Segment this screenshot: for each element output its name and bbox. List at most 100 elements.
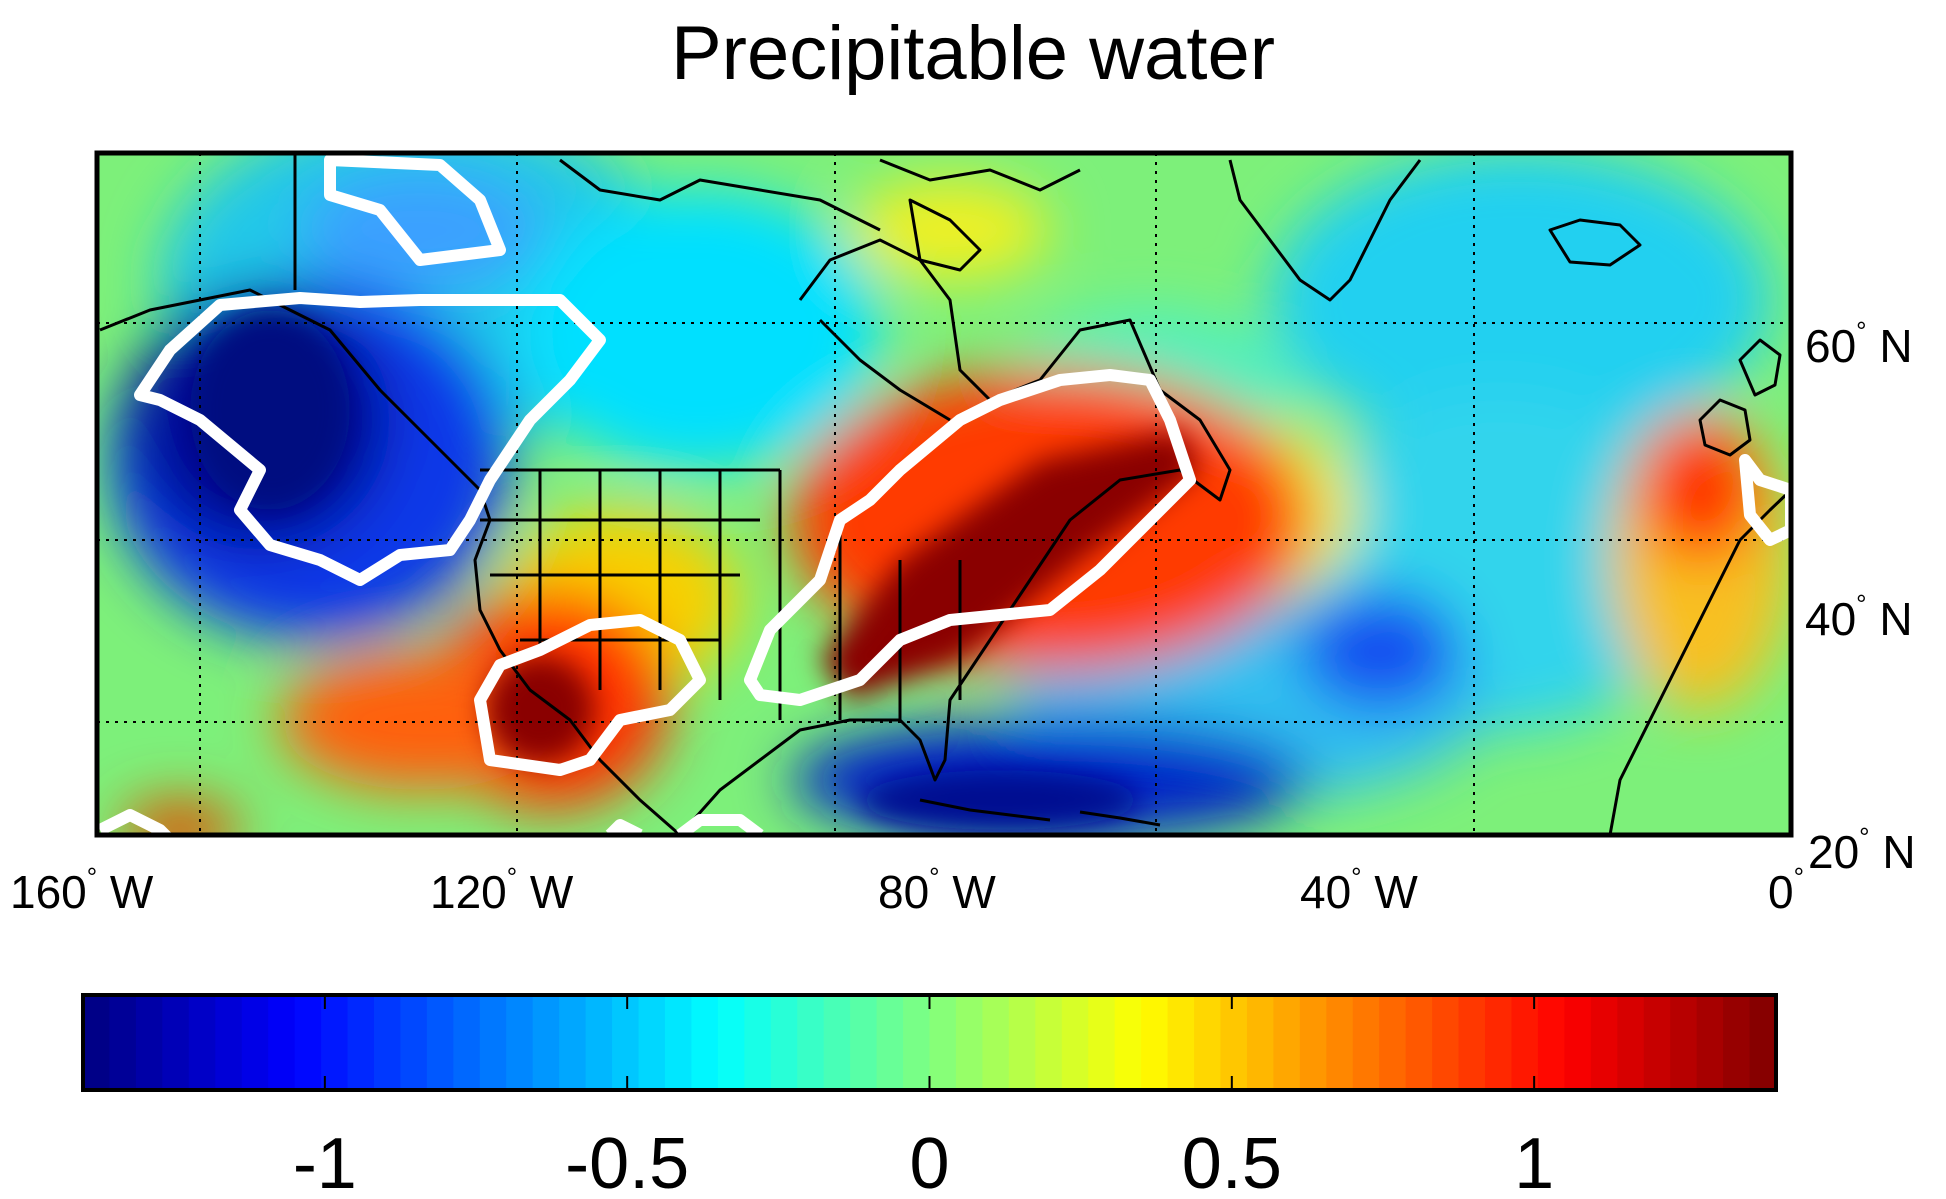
colorbar-segment xyxy=(1749,995,1777,1090)
colorbar-tick-label: 0.5 xyxy=(1182,1124,1282,1199)
colorbar-segment xyxy=(453,995,481,1090)
colorbar-segment xyxy=(664,995,693,1090)
lon-tick-deg: ° xyxy=(929,862,939,892)
colorbar-segment xyxy=(83,995,111,1090)
colorbar-segment xyxy=(1194,995,1222,1090)
lat-tick-num: 20 xyxy=(1808,826,1859,878)
colorbar-segment xyxy=(955,995,983,1090)
colorbar-segment xyxy=(1352,995,1380,1090)
lat-tick-num: 60 xyxy=(1805,320,1856,372)
colorbar-segment xyxy=(559,995,587,1090)
colorbar-segment xyxy=(903,995,931,1090)
lat-tick-num: 40 xyxy=(1805,593,1856,645)
colorbar-segment xyxy=(1008,995,1036,1090)
colorbar-segment xyxy=(1590,995,1618,1090)
map-frame xyxy=(94,150,1794,838)
svg-text:120° W: 120° W xyxy=(430,862,574,918)
colorbar-segment xyxy=(1617,995,1645,1090)
colorbar-segment xyxy=(929,995,957,1090)
colorbar-segment xyxy=(691,995,719,1090)
colorbar-segment xyxy=(1299,995,1327,1090)
map-title: Precipitable water xyxy=(670,11,1276,96)
gridlines xyxy=(97,153,1791,835)
significance-contours xyxy=(97,154,1791,835)
colorbar xyxy=(81,993,1778,1092)
colorbar-segment xyxy=(1088,995,1116,1090)
svg-text:40° N: 40° N xyxy=(1805,589,1913,645)
colorbar-segment xyxy=(638,995,666,1090)
colorbar-segment xyxy=(1167,995,1195,1090)
lon-tick-hem: W xyxy=(517,866,574,918)
svg-text:20° N: 20° N xyxy=(1808,822,1916,878)
colorbar-segment xyxy=(797,995,825,1090)
colorbar-tick-label: 1 xyxy=(1514,1124,1554,1199)
lon-tick-num: 80 xyxy=(878,866,929,918)
colorbar-segment xyxy=(532,995,560,1090)
colorbar-segment xyxy=(188,995,216,1090)
colorbar-segment xyxy=(1564,995,1592,1090)
colorbar-segment xyxy=(135,995,163,1090)
lon-tick-hem: W xyxy=(1362,866,1419,918)
colorbar-segment xyxy=(612,995,640,1090)
svg-text:160° W: 160° W xyxy=(10,862,154,918)
lat-tick-hem: N xyxy=(1867,593,1913,645)
colorbar-segment xyxy=(1326,995,1354,1090)
colorbar-tick-label: -0.5 xyxy=(565,1124,689,1199)
colorbar-segment xyxy=(215,995,243,1090)
colorbar-segment xyxy=(373,995,402,1090)
colorbar-segment xyxy=(1061,995,1089,1090)
lat-tick-deg: ° xyxy=(1856,589,1866,619)
colorbar-segment xyxy=(1643,995,1671,1090)
lon-tick-labels: 160° W 120° W 80° W 40° W 0° xyxy=(10,862,1804,918)
colorbar-segment xyxy=(1537,995,1565,1090)
colorbar-segment xyxy=(1458,995,1486,1090)
lat-tick-deg: ° xyxy=(1859,822,1869,852)
colorbar-segment xyxy=(400,995,428,1090)
colorbar-segment xyxy=(876,995,904,1090)
colorbar-tick-label: -1 xyxy=(293,1124,357,1199)
colorbar-segment xyxy=(426,995,454,1090)
colorbar-segment xyxy=(1114,995,1142,1090)
colorbar-segment xyxy=(1485,995,1513,1090)
colorbar-segment xyxy=(717,995,745,1090)
lon-tick-hem: W xyxy=(940,866,997,918)
colorbar-segment xyxy=(321,995,349,1090)
colorbar-segment xyxy=(1670,995,1698,1090)
colorbar-segment xyxy=(744,995,772,1090)
colorbar-segment xyxy=(823,995,851,1090)
colorbar-segment xyxy=(479,995,507,1090)
lon-tick-deg: ° xyxy=(87,862,97,892)
colorbar-segment xyxy=(1220,995,1248,1090)
colorbar-segment xyxy=(1511,995,1539,1090)
colorbar-segment xyxy=(268,995,296,1090)
colorbar-segment xyxy=(1723,995,1751,1090)
lon-tick-deg: ° xyxy=(1351,862,1361,892)
svg-text:40° W: 40° W xyxy=(1300,862,1418,918)
colorbar-segment xyxy=(585,995,613,1090)
lat-tick-hem: N xyxy=(1870,826,1916,878)
lon-tick-deg: ° xyxy=(507,862,517,892)
lon-tick-hem: W xyxy=(97,866,154,918)
colorbar-segment xyxy=(506,995,534,1090)
lon-tick-num: 120 xyxy=(430,866,507,918)
lon-tick-num: 160 xyxy=(10,866,87,918)
colorbar-segment xyxy=(294,995,322,1090)
lon-tick-deg: ° xyxy=(1794,862,1804,892)
colorbar-segment xyxy=(1273,995,1301,1090)
lat-tick-hem: N xyxy=(1867,320,1913,372)
colorbar-segment xyxy=(1696,995,1724,1090)
colorbar-segment xyxy=(162,995,190,1090)
lon-tick-num: 40 xyxy=(1300,866,1351,918)
colorbar-segment xyxy=(982,995,1010,1090)
colorbar-ticks: -1 -0.5 0 0.5 1 xyxy=(293,995,1554,1199)
colorbar-segment xyxy=(109,995,137,1090)
colorbar-segment xyxy=(241,995,269,1090)
colorbar-segment xyxy=(1035,995,1063,1090)
colorbar-segment xyxy=(850,995,878,1090)
colorbar-segment xyxy=(770,995,798,1090)
svg-text:0°: 0° xyxy=(1768,862,1804,918)
colorbar-segment xyxy=(347,995,375,1090)
lat-tick-labels: 60° N 40° N 20° N xyxy=(1805,316,1916,878)
colorbar-tick-label: 0 xyxy=(909,1124,949,1199)
